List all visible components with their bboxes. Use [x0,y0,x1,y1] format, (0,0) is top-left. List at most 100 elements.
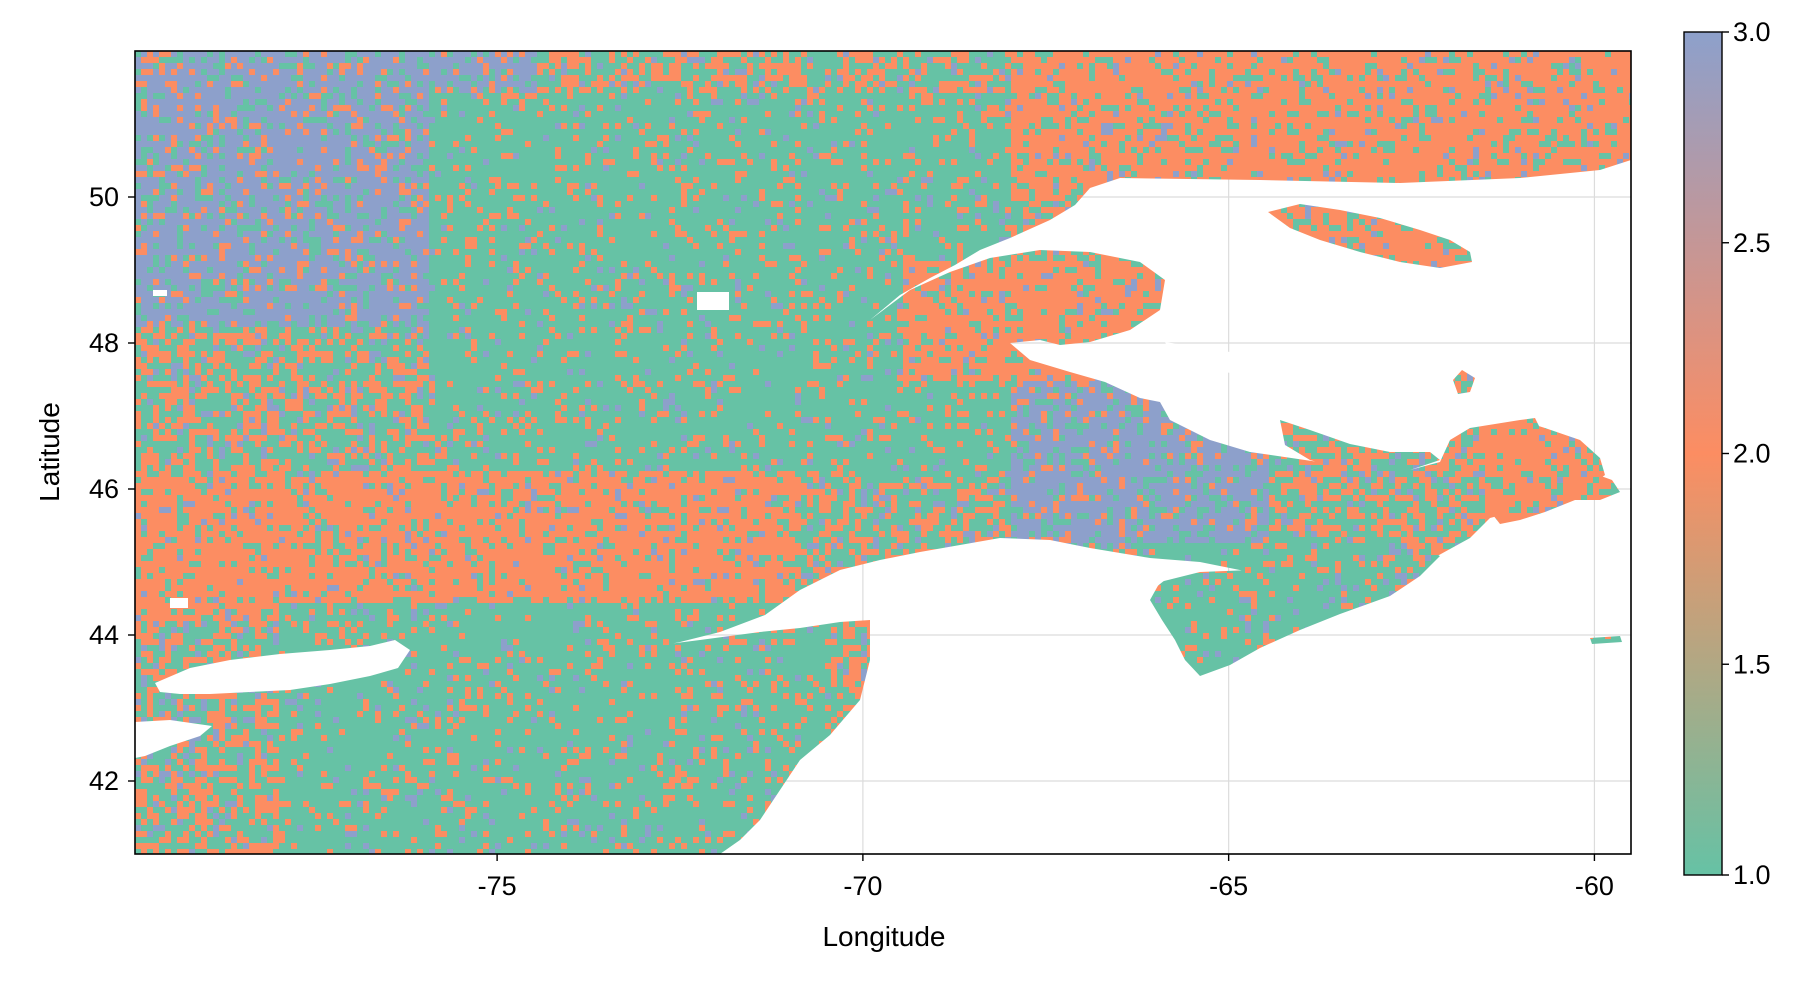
raster-cell [231,63,237,69]
raster-cell [927,69,933,75]
raster-cell [447,75,453,81]
raster-cell [297,69,303,75]
raster-cell [573,69,579,75]
raster-cell [1353,51,1359,57]
raster-cell [897,69,903,75]
raster-cell [609,75,615,81]
raster-cell [177,69,183,75]
raster-cell [1101,57,1107,63]
raster-cell [381,63,387,69]
raster-cell [327,51,333,57]
raster-cell [477,69,483,75]
raster-cell [1017,57,1023,63]
raster-cell [291,69,297,75]
raster-cell [531,75,537,81]
raster-cell [1539,57,1545,63]
raster-cell [249,69,255,75]
raster-cell [801,75,807,81]
raster-cell [507,57,513,63]
raster-cell [543,75,549,81]
raster-cell [615,57,621,63]
raster-cell [711,57,717,63]
raster-cell [1521,57,1527,63]
raster-cell [849,57,855,63]
raster-cell [825,51,831,57]
raster-cell [1623,57,1629,63]
raster-cell [1131,75,1137,81]
raster-cell [801,57,807,63]
raster-cell [1467,69,1473,75]
raster-cell [1197,69,1203,75]
raster-cell [1239,57,1245,63]
raster-cell [345,75,351,81]
raster-cell [495,51,501,57]
raster-cell [591,69,597,75]
raster-cell [1077,51,1083,57]
raster-cell [963,63,969,69]
raster-cell [705,69,711,75]
raster-cell [327,57,333,63]
raster-cell [453,75,459,81]
raster-cell [453,63,459,69]
raster-cell [939,69,945,75]
raster-cell [795,75,801,81]
raster-cell [459,57,465,63]
raster-cell [1317,63,1323,69]
raster-cell [1293,69,1299,75]
raster-cell [1365,51,1371,57]
raster-cell [579,57,585,63]
raster-cell [669,51,675,57]
raster-cell [1371,69,1377,75]
raster-cell [435,57,441,63]
raster-cell [189,75,195,81]
raster-cell [1515,69,1521,75]
raster-cell [753,69,759,75]
raster-cell [1365,69,1371,75]
raster-cell [1071,63,1077,69]
raster-cell [1257,63,1263,69]
raster-cell [507,63,513,69]
raster-cell [231,51,237,57]
raster-cell [789,51,795,57]
raster-cell [393,63,399,69]
raster-cell [1113,57,1119,63]
raster-cell [1335,69,1341,75]
raster-cell [543,63,549,69]
raster-cell [1629,57,1635,63]
raster-cell [249,51,255,57]
raster-cell [579,51,585,57]
raster-cell [1251,51,1257,57]
raster-cell [1515,57,1521,63]
raster-cell [249,57,255,63]
raster-cell [501,69,507,75]
raster-cell [1221,69,1227,75]
raster-cell [1071,69,1077,75]
raster-cell [1449,51,1455,57]
raster-cell [1197,57,1203,63]
raster-cell [303,51,309,57]
raster-cell [561,57,567,63]
raster-cell [1239,69,1245,75]
raster-cell [1455,63,1461,69]
raster-cell [1275,57,1281,63]
raster-cell [1485,57,1491,63]
raster-cell [351,69,357,75]
raster-cell [1599,63,1605,69]
raster-cell [981,51,987,57]
raster-cell [807,63,813,69]
raster-cell [525,63,531,69]
raster-cell [927,63,933,69]
raster-cell [705,75,711,81]
raster-cell [1539,51,1545,57]
raster-cell [1617,63,1623,69]
raster-cell [213,57,219,63]
raster-cell [897,63,903,69]
raster-cell [1509,57,1515,63]
raster-cell [987,57,993,63]
raster-cell [1533,57,1539,63]
raster-cell [873,69,879,75]
raster-cell [417,57,423,63]
raster-cell [813,51,819,57]
raster-cell [969,75,975,81]
raster-cell [261,69,267,75]
